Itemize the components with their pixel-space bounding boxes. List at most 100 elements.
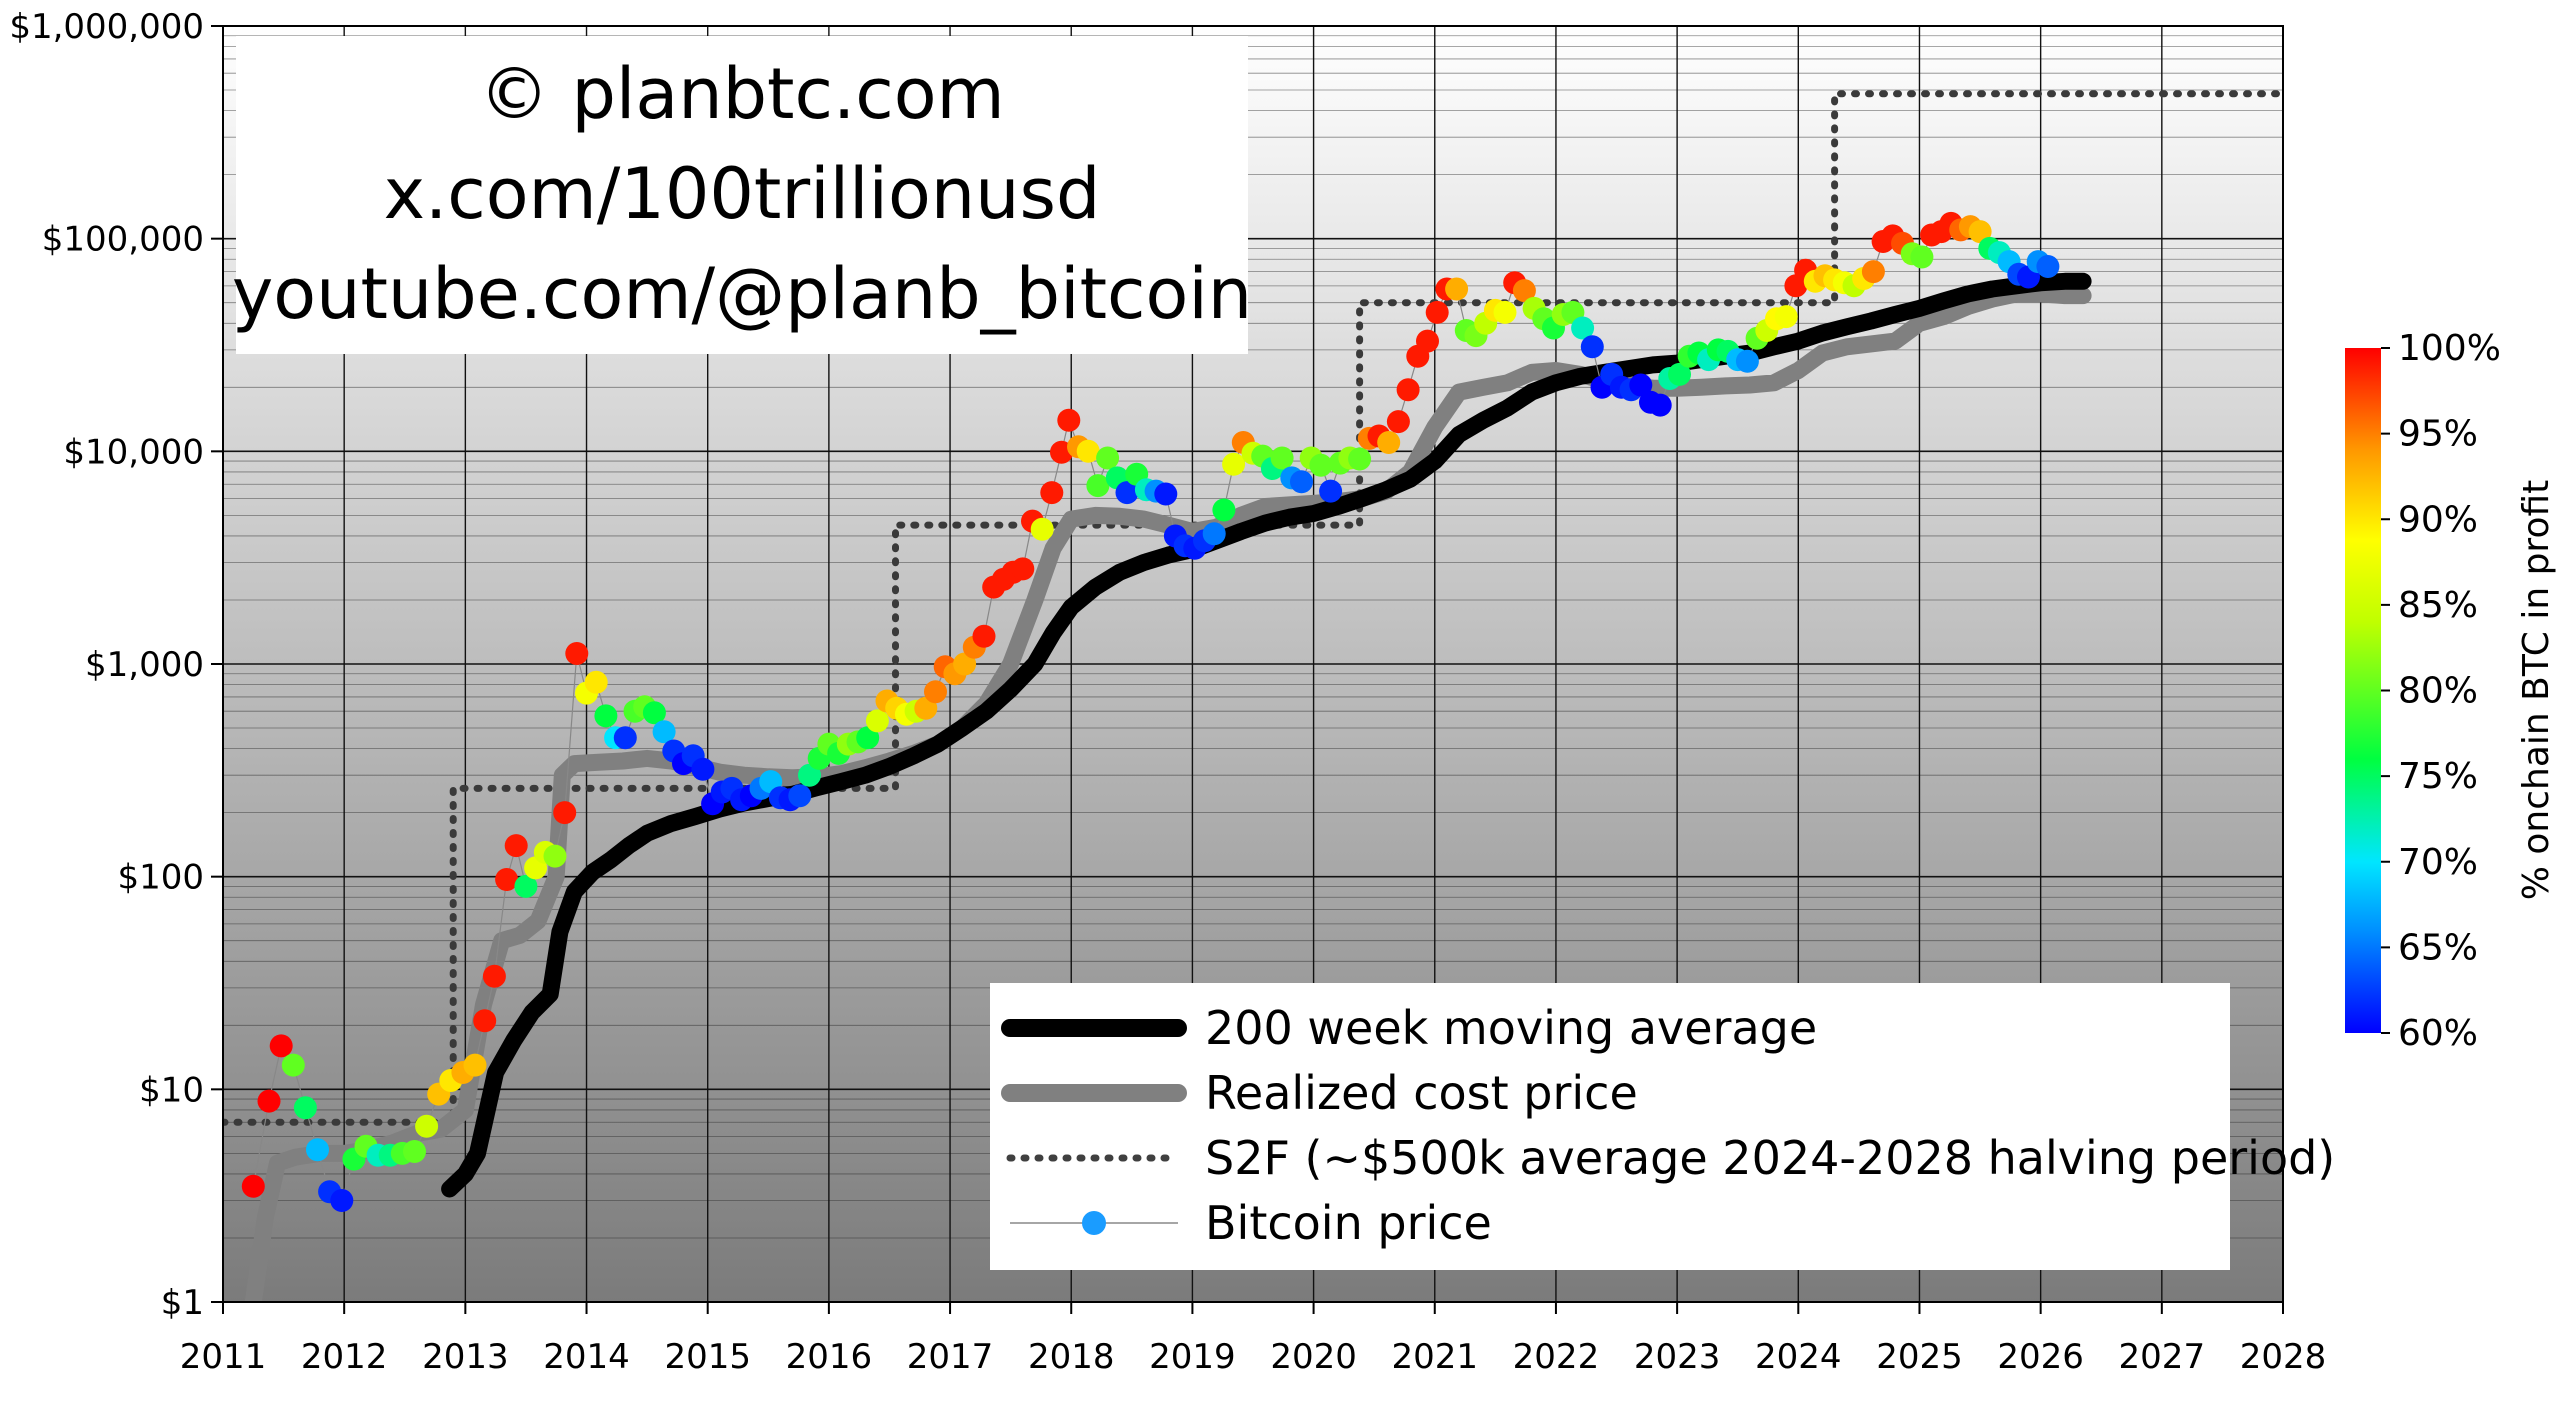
btc-price-point: [1222, 452, 1246, 476]
btc-price-point: [1571, 316, 1595, 340]
btc-price-point: [306, 1138, 329, 1162]
x-tick-label: 2014: [543, 1337, 630, 1377]
colorbar-tick-label: 90%: [2398, 499, 2478, 540]
colorbar-tick-label: 95%: [2398, 414, 2478, 455]
btc-price-point: [241, 1174, 265, 1198]
btc-price-point: [2036, 255, 2060, 278]
btc-price-point: [1011, 557, 1035, 581]
x-tick-label: 2018: [1028, 1337, 1115, 1377]
x-tick-label: 2022: [1513, 1337, 1600, 1377]
btc-price-point: [330, 1189, 354, 1212]
btc-price-point: [594, 704, 618, 728]
btc-price-point: [1493, 300, 1517, 324]
btc-price-point: [1735, 349, 1759, 373]
btc-price-point: [1309, 453, 1333, 477]
btc-price-point: [1512, 279, 1536, 303]
btc-price-point: [281, 1053, 305, 1077]
btc-price-point: [953, 652, 977, 676]
btc-price-point: [1030, 517, 1054, 541]
y-tick-label: $10,000: [63, 432, 204, 472]
btc-price-point: [1076, 439, 1100, 463]
y-axis: $1 $10 $100 $1,000 $10,000 $100,000 $1,000,000: [9, 7, 223, 1323]
btc-price-point: [1648, 393, 1672, 417]
x-tick-label: 2016: [786, 1337, 873, 1377]
btc-price-point: [1319, 479, 1343, 503]
y-tick-label: $10: [139, 1070, 204, 1110]
btc-price-point: [1445, 277, 1469, 301]
x-tick-label: 2020: [1270, 1337, 1357, 1377]
btc-price-point: [1968, 220, 1992, 244]
btc-price-point: [1154, 482, 1178, 506]
x-axis: 2011 2012 2013 2014 2015 2016 2017 2018 2019 2020…: [180, 1302, 2327, 1377]
btc-price-point: [257, 1089, 281, 1113]
colorbar-tick-label: 80%: [2398, 671, 2478, 712]
btc-price-point: [543, 844, 567, 868]
btc-price-point: [473, 1009, 497, 1033]
y-tick-label: $1,000,000: [9, 7, 204, 47]
btc-price-point: [1096, 446, 1120, 470]
btc-price-point: [1040, 481, 1064, 505]
colorbar-ticks: 60% 65% 70% 75% 80% 85% 90% 95% 100%: [2381, 328, 2501, 1054]
series-layer: [223, 90, 2283, 1302]
watermark-line-3: youtube.com/@planb_bitcoin: [232, 253, 1252, 335]
x-tick-label: 2011: [180, 1337, 267, 1377]
colorbar: 60% 65% 70% 75% 80% 85% 90% 95% 100% % onchain B…: [2345, 328, 2557, 1054]
y-tick-label: $100: [117, 858, 204, 898]
watermark: © planbtc.com x.com/100trillionusd youtu…: [232, 36, 1252, 354]
btc-price-point: [1202, 522, 1226, 546]
btc-price-point: [403, 1140, 426, 1163]
watermark-box: [236, 36, 1248, 354]
colorbar-tick-label: 65%: [2398, 927, 2478, 968]
x-tick-label: 2012: [301, 1337, 388, 1377]
legend-label-200wma: 200 week moving average: [1205, 1001, 1817, 1055]
x-tick-label: 2023: [1634, 1337, 1721, 1377]
btc-price-point: [652, 720, 676, 744]
btc-price-point: [504, 834, 528, 858]
legend-label-btc: Bitcoin price: [1205, 1196, 1492, 1250]
btc-price-point: [1348, 447, 1372, 471]
btc-price-point: [1668, 362, 1691, 386]
btc-price-point: [415, 1114, 439, 1138]
colorbar-tick-label: 75%: [2398, 756, 2478, 797]
legend-swatch-btc-dot: [1082, 1211, 1106, 1235]
colorbar-tick-label: 60%: [2398, 1013, 2478, 1054]
y-tick-label: $1,000: [85, 645, 204, 685]
x-tick-label: 2028: [2240, 1337, 2327, 1377]
btc-price-point: [553, 801, 577, 825]
btc-price-point: [1270, 446, 1294, 470]
btc-price-point: [1290, 470, 1313, 494]
colorbar-tick-label: 85%: [2398, 585, 2478, 626]
btc-price-point: [1386, 410, 1410, 434]
btc-price-point: [613, 726, 637, 750]
x-tick-label: 2021: [1391, 1337, 1478, 1377]
btc-price-point: [514, 874, 538, 898]
btc-price-point: [482, 964, 506, 988]
colorbar-label: % onchain BTC in profit: [2516, 480, 2557, 901]
btc-price-point: [584, 670, 608, 694]
btc-price-point: [788, 784, 812, 808]
btc-price-point: [269, 1034, 293, 1058]
btc-price-point: [1212, 498, 1236, 522]
x-tick-label: 2026: [1997, 1337, 2084, 1377]
btc-price-point: [1416, 329, 1439, 353]
realized-price-line: [244, 285, 2092, 1302]
btc-price-point: [798, 763, 821, 787]
btc-price-point: [691, 757, 715, 781]
btc-price-point: [1861, 260, 1885, 284]
btc-price-point: [1115, 481, 1139, 505]
legend-label-realized: Realized cost price: [1205, 1066, 1638, 1120]
x-tick-label: 2019: [1149, 1337, 1236, 1377]
x-tick-label: 2015: [664, 1337, 751, 1377]
btc-price-point: [865, 709, 889, 733]
btc-price-point: [642, 701, 666, 725]
colorbar-gradient: [2345, 348, 2381, 1033]
btc-price-point: [924, 680, 947, 704]
btc-price-point: [1580, 335, 1604, 359]
legend-label-s2f: S2F (~$500k average 2024-2028 halving pe…: [1205, 1131, 2335, 1185]
btc-price-point: [1377, 431, 1401, 454]
btc-price-point: [1057, 408, 1081, 432]
legend: 200 week moving average Realized cost pr…: [990, 983, 2335, 1270]
y-tick-label: $1: [161, 1283, 204, 1323]
btc-price-point: [565, 642, 589, 665]
